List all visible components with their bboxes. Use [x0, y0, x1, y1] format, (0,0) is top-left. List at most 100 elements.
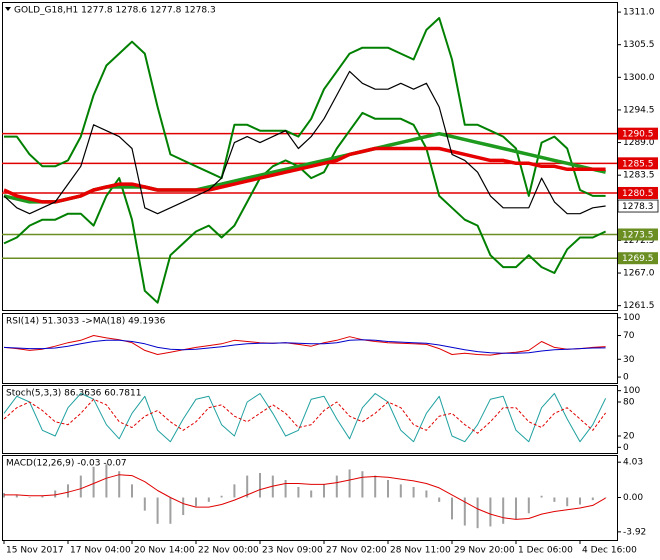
histogram-bar	[54, 490, 57, 498]
x-tick-label: 20 Nov 14:00	[134, 546, 195, 556]
y-tick-label: 1305.5	[623, 40, 655, 50]
y-tick-label: 1294.5	[623, 105, 655, 115]
level-label: 1285.5	[622, 159, 654, 169]
main-panel	[2, 2, 618, 311]
x-tick-label: 23 Nov 09:00	[262, 546, 323, 556]
x-tick-label: 22 Nov 00:00	[198, 546, 259, 556]
x-tick-label: 28 Nov 11:00	[390, 546, 451, 556]
last-price-box	[617, 199, 659, 213]
x-tick-label: 29 Nov 20:00	[454, 546, 515, 556]
histogram-bar	[28, 497, 31, 498]
histogram-bar	[399, 484, 402, 498]
histogram-bar	[527, 497, 530, 514]
y-tick-label: 1289.0	[623, 138, 655, 148]
histogram-bar	[489, 497, 492, 527]
histogram-bar	[233, 484, 236, 498]
histogram-bar	[169, 497, 172, 524]
histogram-bar	[540, 495, 543, 498]
histogram-bar	[579, 497, 581, 505]
y-tick-label: 1267.0	[623, 269, 655, 279]
rsi-panel	[2, 313, 618, 384]
y-tick-label: -3.92	[623, 527, 646, 537]
histogram-bar	[284, 479, 287, 498]
y-tick-label: 1300.0	[623, 73, 655, 83]
histogram-bar	[41, 495, 44, 498]
histogram-bar	[118, 471, 121, 498]
histogram-bar	[476, 497, 479, 529]
x-tick-label: 4 Dec 16:00	[582, 546, 637, 556]
series-line	[3, 146, 606, 204]
y-tick-label: 0	[623, 443, 629, 453]
histogram-bar	[412, 486, 415, 498]
histogram-bar	[297, 486, 300, 498]
histogram-bar	[143, 497, 146, 511]
y-tick-label: 70	[623, 331, 635, 341]
stoch-panel	[2, 385, 618, 454]
histogram-bar	[79, 475, 82, 498]
histogram-bar	[195, 497, 197, 507]
histogram-bar	[591, 497, 594, 501]
series-line	[4, 474, 606, 520]
level-label-box	[618, 228, 658, 241]
histogram-bar	[515, 497, 517, 520]
x-tick-label: 1 Dec 06:00	[518, 546, 573, 556]
y-tick-label: 1283.5	[623, 171, 655, 181]
histogram-bar	[463, 497, 466, 526]
y-tick-label: 100	[623, 313, 640, 323]
panel-title: Stoch(5,3,3) 86.3636 60.7811	[6, 389, 141, 399]
histogram-bar	[438, 497, 441, 502]
y-tick-label: 30	[623, 355, 635, 365]
histogram-bar	[67, 484, 69, 498]
histogram-bar	[92, 466, 95, 498]
histogram-bar	[604, 497, 607, 498]
x-tick-label: 27 Nov 02:00	[326, 546, 387, 556]
y-tick-label: 100	[623, 386, 640, 396]
level-label-box	[618, 186, 658, 199]
series-line	[3, 339, 606, 354]
histogram-bar	[451, 497, 453, 520]
histogram-bar	[361, 471, 364, 498]
histogram-bar	[502, 497, 505, 524]
histogram-bar	[335, 475, 338, 498]
panel-title: MACD(12,26,9) -0.03 -0.07	[6, 459, 127, 469]
histogram-bar	[259, 472, 261, 498]
x-tick-label: 17 Nov 04:00	[70, 546, 131, 556]
level-label-box	[618, 127, 658, 140]
histogram-bar	[374, 475, 377, 498]
histogram-bar	[207, 497, 210, 502]
y-tick-label: 0	[623, 373, 629, 383]
histogram-bar	[156, 497, 159, 524]
series-line	[3, 398, 607, 434]
histogram-bar	[105, 464, 108, 498]
series-line	[3, 393, 607, 443]
y-tick-label: 20	[623, 432, 635, 442]
y-tick-label: 80	[623, 398, 635, 408]
panel-title: GOLD_G18,H1 1277.8 1278.6 1277.8 1278.3	[14, 6, 216, 16]
histogram-bar	[131, 484, 133, 498]
level-label: 1280.5	[622, 189, 654, 199]
histogram-bar	[310, 490, 313, 498]
y-tick-label: 1311.0	[623, 8, 655, 18]
series-line	[3, 111, 607, 304]
series-line	[4, 17, 606, 197]
level-label: 1269.5	[622, 254, 654, 264]
level-label-box	[618, 157, 658, 170]
y-tick-label: 1272.5	[623, 236, 655, 246]
panel-title: RSI(14) 51.3033 ->MA(18) 49.1936	[6, 317, 166, 327]
histogram-bar	[348, 469, 351, 498]
level-label: 1290.5	[622, 130, 654, 140]
level-label-box	[618, 252, 658, 265]
y-tick-label: 4.03	[623, 458, 643, 468]
last-price-label: 1278.3	[622, 202, 654, 212]
histogram-bar	[15, 494, 18, 498]
histogram-bar	[246, 475, 249, 498]
histogram-bar	[425, 490, 428, 498]
y-tick-label: 1261.5	[623, 301, 655, 311]
x-tick-label: 15 Nov 2017	[6, 546, 64, 556]
histogram-bar	[323, 484, 325, 498]
histogram-bar	[387, 479, 389, 498]
histogram-bar	[182, 497, 185, 516]
y-tick-label: 0.00	[623, 493, 643, 503]
series-line	[3, 70, 606, 215]
